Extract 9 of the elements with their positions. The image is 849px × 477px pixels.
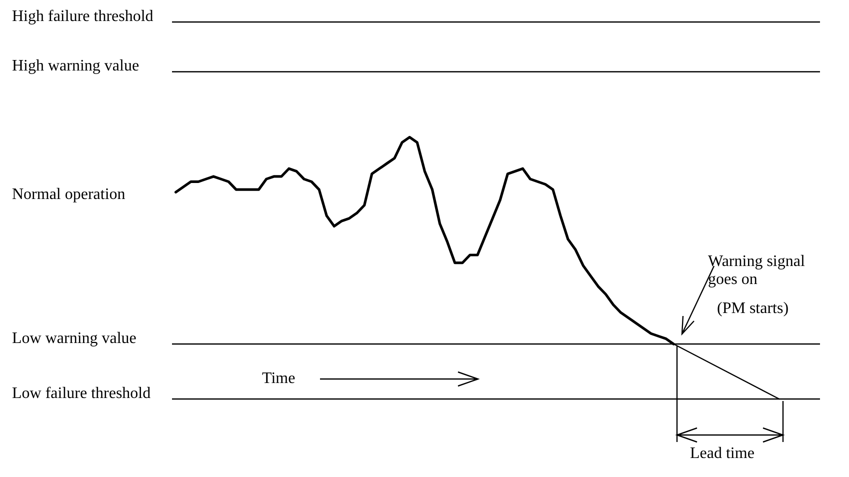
ref-line-label: Low failure threshold <box>12 385 151 402</box>
annotation: Warning signal goes on <box>708 253 806 289</box>
annotation: (PM starts) <box>717 300 789 318</box>
ref-line-label: Low warning value <box>12 330 136 348</box>
ref-line-label: High warning value <box>12 58 140 75</box>
text: Lead time <box>690 445 754 463</box>
text: Normal operation <box>12 186 126 204</box>
ref-line-label: High failure threshold <box>12 8 154 25</box>
annotation: Time <box>262 370 296 388</box>
